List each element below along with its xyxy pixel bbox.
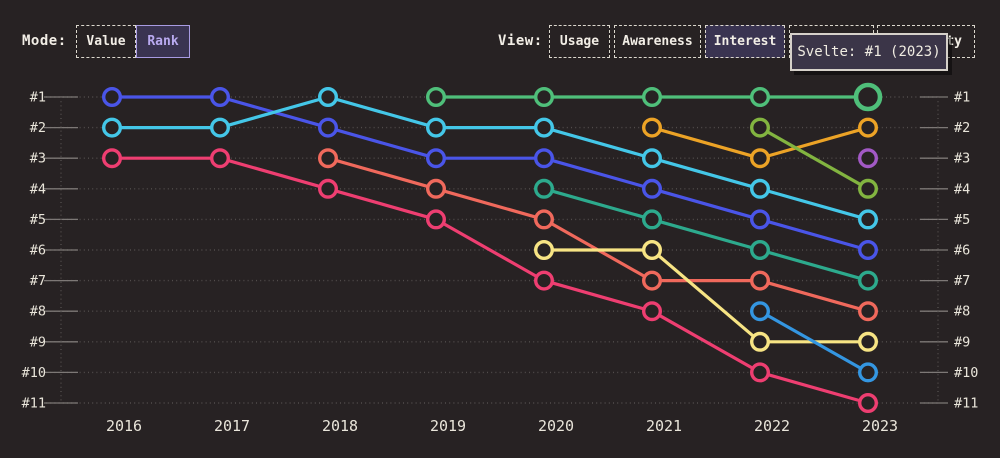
- view-button-usage[interactable]: Usage: [549, 25, 610, 58]
- rank-label-left: #8: [30, 304, 46, 320]
- rank-label-right: #10: [954, 365, 978, 381]
- mode-button-rank[interactable]: Rank: [136, 25, 190, 58]
- data-point-yellow-2023[interactable]: [858, 331, 879, 352]
- rank-label-left: #1: [30, 90, 46, 106]
- data-point-teal-2021[interactable]: [642, 209, 663, 230]
- data-point-cyan-2021[interactable]: [642, 148, 663, 169]
- data-point-lime-2022[interactable]: [750, 117, 771, 138]
- data-point-pink-2016[interactable]: [101, 148, 122, 169]
- year-label: 2022: [754, 417, 790, 435]
- series-line-salmon: [326, 156, 870, 313]
- data-point-svelte-2020[interactable]: [534, 86, 555, 107]
- year-label: 2019: [430, 417, 466, 435]
- mode-label: Mode:: [22, 33, 67, 49]
- data-point-svelte-2022[interactable]: [750, 86, 771, 107]
- data-point-svelte-2021[interactable]: [642, 86, 663, 107]
- data-point-teal-2020[interactable]: [534, 178, 555, 199]
- data-point-blue-2023[interactable]: [858, 239, 879, 260]
- view-button-awareness[interactable]: Awareness: [614, 25, 701, 58]
- series-line-blue: [110, 95, 870, 252]
- data-point-salmon-2022[interactable]: [750, 270, 771, 291]
- data-point-pink-2021[interactable]: [642, 301, 663, 322]
- rank-label-left: #6: [30, 243, 46, 259]
- data-point-pink-2023[interactable]: [858, 393, 879, 414]
- rank-label-right: #3: [954, 151, 970, 167]
- data-point-salmon-2023[interactable]: [858, 301, 879, 322]
- rank-label-left: #3: [30, 151, 46, 167]
- rank-label-right: #2: [954, 120, 970, 136]
- year-label: 2018: [322, 417, 358, 435]
- rank-label-right: #4: [954, 181, 970, 197]
- data-point-pink-2017[interactable]: [209, 148, 230, 169]
- data-point-teal-2022[interactable]: [750, 239, 771, 260]
- data-point-svelte-2023[interactable]: [853, 82, 883, 112]
- data-point-cyan-2022[interactable]: [750, 178, 771, 199]
- data-point-blue-2020[interactable]: [534, 148, 555, 169]
- data-point-yellow-2020[interactable]: [534, 239, 555, 260]
- series-line-pink: [110, 156, 870, 405]
- data-point-svelte-2019[interactable]: [426, 86, 447, 107]
- data-point-blue-2017[interactable]: [209, 86, 230, 107]
- data-point-orange-2022[interactable]: [750, 148, 771, 169]
- rank-label-right: #11: [954, 396, 978, 412]
- rank-label-left: #10: [22, 365, 46, 381]
- data-point-pink-2022[interactable]: [750, 362, 771, 383]
- data-point-sky-2023[interactable]: [858, 362, 879, 383]
- data-point-lime-2023[interactable]: [858, 178, 879, 199]
- data-point-blue-2018[interactable]: [318, 117, 339, 138]
- mode-button-value[interactable]: Value: [76, 25, 136, 58]
- rank-label-left: #4: [30, 181, 46, 197]
- year-label: 2020: [538, 417, 574, 435]
- rank-label-left: #2: [30, 120, 46, 136]
- rank-label-right: #9: [954, 334, 970, 350]
- data-point-orange-2023[interactable]: [858, 117, 879, 138]
- year-label: 2016: [106, 417, 142, 435]
- rank-label-right: #1: [954, 90, 970, 106]
- data-point-pink-2019[interactable]: [426, 209, 447, 230]
- data-point-blue-2022[interactable]: [750, 209, 771, 230]
- rank-label-left: #9: [30, 334, 46, 350]
- data-point-pink-2018[interactable]: [318, 178, 339, 199]
- data-point-salmon-2019[interactable]: [426, 178, 447, 199]
- data-point-blue-2016[interactable]: [101, 86, 122, 107]
- data-point-salmon-2020[interactable]: [534, 209, 555, 230]
- rank-label-left: #5: [30, 212, 46, 228]
- tooltip-text: Svelte: #1 (2023): [797, 44, 941, 60]
- year-label: 2023: [862, 417, 898, 435]
- data-point-pink-2020[interactable]: [534, 270, 555, 291]
- data-point-cyan-2023[interactable]: [858, 209, 879, 230]
- data-point-cyan-2018[interactable]: [318, 86, 339, 107]
- series-line-teal: [542, 187, 870, 283]
- data-point-blue-2019[interactable]: [426, 148, 447, 169]
- data-point-sky-2022[interactable]: [750, 301, 771, 322]
- data-point-salmon-2018[interactable]: [318, 148, 339, 169]
- data-point-cyan-2019[interactable]: [426, 117, 447, 138]
- data-point-yellow-2021[interactable]: [642, 239, 663, 260]
- data-point-orange-2021[interactable]: [642, 117, 663, 138]
- rank-label-right: #5: [954, 212, 970, 228]
- chart-tooltip: Svelte: #1 (2023): [790, 33, 948, 71]
- series-line-sky: [758, 309, 870, 374]
- data-point-cyan-2017[interactable]: [209, 117, 230, 138]
- view-button-interest[interactable]: Interest: [705, 25, 785, 58]
- series-line-cyan: [110, 95, 870, 221]
- data-point-cyan-2016[interactable]: [101, 117, 122, 138]
- year-label: 2017: [214, 417, 250, 435]
- data-point-purple-2023[interactable]: [858, 148, 879, 169]
- data-point-yellow-2022[interactable]: [750, 331, 771, 352]
- data-point-teal-2023[interactable]: [858, 270, 879, 291]
- data-point-blue-2021[interactable]: [642, 178, 663, 199]
- rank-label-right: #6: [954, 243, 970, 259]
- rank-label-right: #8: [954, 304, 970, 320]
- rank-label-right: #7: [954, 273, 970, 289]
- view-label: View:: [498, 33, 543, 49]
- data-point-cyan-2020[interactable]: [534, 117, 555, 138]
- rank-label-left: #11: [22, 396, 46, 412]
- year-label: 2021: [646, 417, 682, 435]
- rank-label-left: #7: [30, 273, 46, 289]
- data-point-salmon-2021[interactable]: [642, 270, 663, 291]
- series-line-lime: [758, 125, 870, 191]
